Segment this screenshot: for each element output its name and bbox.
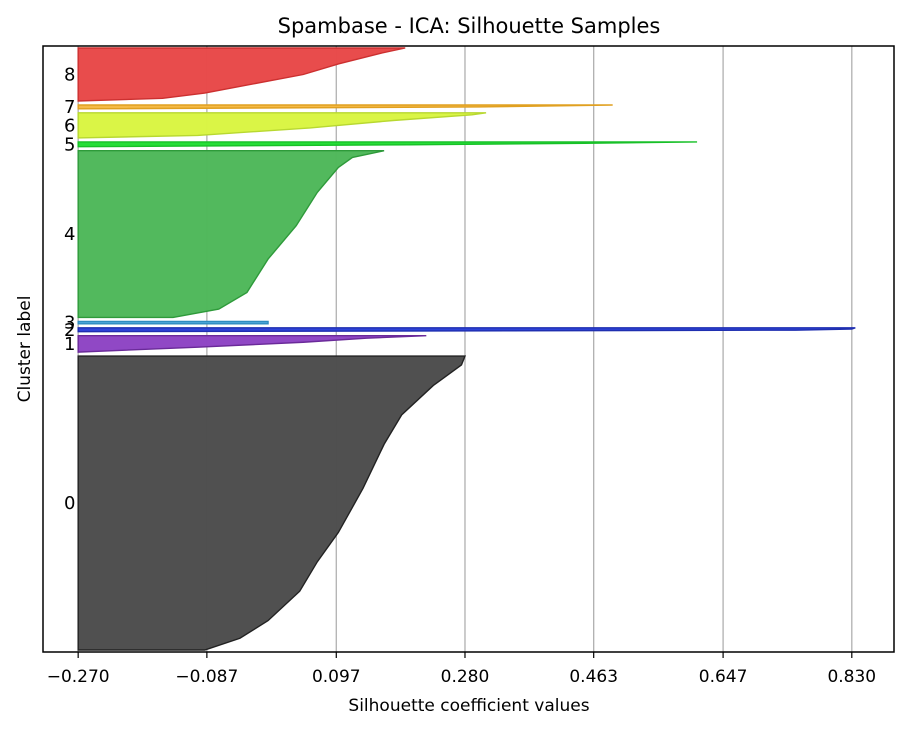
x-tick-label: 0.280 — [441, 667, 490, 687]
cluster-5-label: 5 — [64, 134, 75, 155]
chart-title: Spambase - ICA: Silhouette Samples — [278, 14, 661, 38]
cluster-3-label: 3 — [64, 313, 75, 334]
cluster-4-silhouette — [77, 150, 385, 319]
plot-area-frame — [42, 45, 895, 653]
cluster-6-silhouette — [77, 112, 487, 139]
cluster-4-label: 4 — [64, 224, 75, 245]
x-tick-label: −0.087 — [175, 667, 238, 687]
x-tick-label: 0.097 — [312, 667, 361, 687]
cluster-6-label: 6 — [64, 115, 75, 136]
cluster-3-silhouette — [77, 320, 269, 325]
cluster-2-silhouette — [77, 327, 856, 333]
cluster-2-label: 2 — [64, 320, 75, 341]
y-axis-label: Cluster label — [15, 296, 35, 403]
cluster-silhouettes — [77, 47, 856, 651]
x-axis-ticks: −0.270 −0.087 0.097 0.280 0.463 0.647 0.830 — [47, 652, 876, 687]
cluster-8-silhouette — [77, 47, 406, 102]
cluster-7-silhouette — [77, 104, 613, 110]
cluster-0-silhouette — [77, 355, 467, 651]
cluster-8-label: 8 — [64, 65, 75, 86]
cluster-1-label: 1 — [64, 334, 75, 355]
x-axis-label: Silhouette coefficient values — [348, 696, 589, 716]
cluster-0-label: 0 — [64, 493, 75, 514]
cluster-5-silhouette — [77, 141, 698, 148]
cluster-7-label: 7 — [64, 97, 75, 118]
cluster-1-silhouette — [77, 335, 427, 353]
x-tick-label: 0.647 — [699, 667, 748, 687]
x-tick-label: 0.830 — [827, 667, 876, 687]
x-tick-label: 0.463 — [569, 667, 618, 687]
x-tick-label: −0.270 — [47, 667, 110, 687]
cluster-labels: 0 123 4 567 8 — [64, 65, 75, 515]
